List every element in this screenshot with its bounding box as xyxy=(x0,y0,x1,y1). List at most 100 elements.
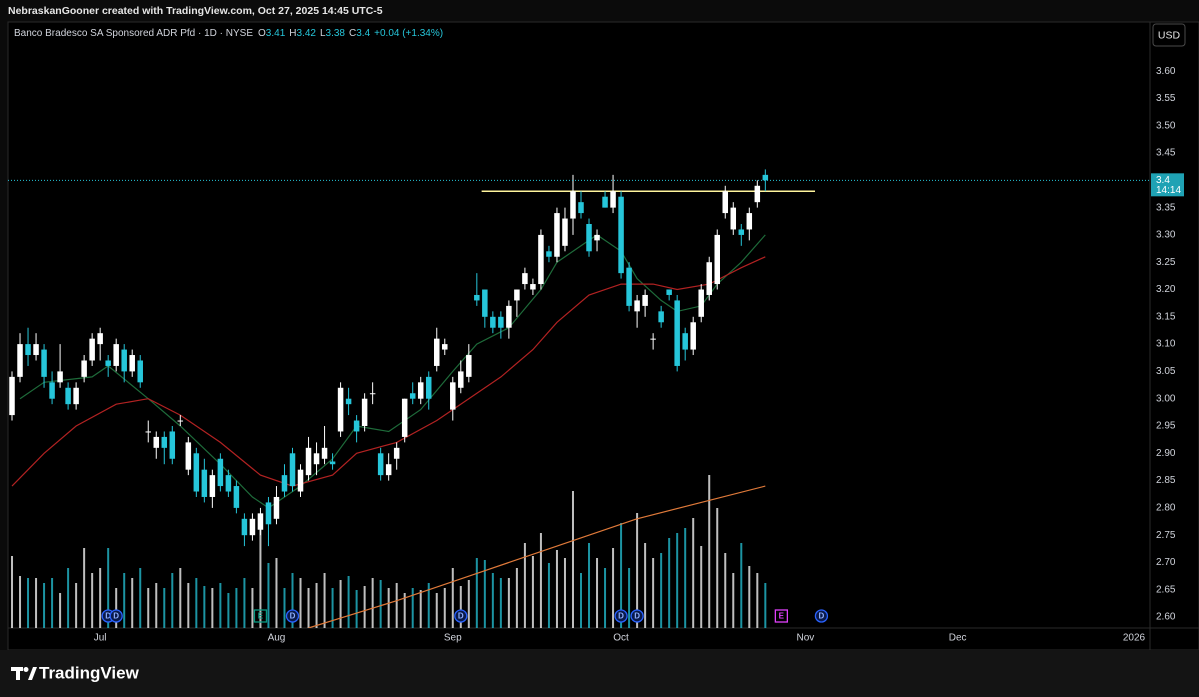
volume-bar xyxy=(259,528,262,628)
volume-bar xyxy=(379,580,382,628)
change: +0.04 (+1.34%) xyxy=(374,28,443,39)
candle-body xyxy=(506,305,512,328)
volume-bar xyxy=(387,588,390,628)
volume-bar xyxy=(91,573,94,628)
y-tick-label: 2.70 xyxy=(1156,557,1176,568)
y-tick-label: 3.05 xyxy=(1156,366,1176,377)
y-tick-label: 3.20 xyxy=(1156,284,1176,295)
volume-bar xyxy=(620,523,623,628)
candle-body xyxy=(353,420,360,432)
volume-bar xyxy=(163,588,166,628)
ohlc-letter: O xyxy=(258,28,266,39)
candle-body xyxy=(217,458,224,487)
moving-average xyxy=(308,485,766,628)
candle-body xyxy=(225,475,232,492)
y-tick-label: 2.90 xyxy=(1156,448,1176,459)
volume-bar xyxy=(684,528,687,628)
candle-body xyxy=(249,518,256,536)
candle-body xyxy=(682,333,688,350)
volume-bar xyxy=(588,543,591,628)
volume-bar xyxy=(700,546,703,628)
event-label: D xyxy=(458,612,464,621)
volume-bar xyxy=(483,560,486,628)
candle-body xyxy=(650,338,656,340)
candle-body xyxy=(482,289,488,317)
volume-bar xyxy=(740,543,743,628)
symbol-title: Banco Bradesco SA Sponsored ADR Pfd · 1D… xyxy=(14,28,253,39)
volume-bar xyxy=(563,558,566,628)
x-tick-label: Nov xyxy=(796,633,814,644)
event-label: E xyxy=(779,612,785,621)
candle-body xyxy=(49,382,55,399)
ohlc-value: 3.41 xyxy=(266,28,286,39)
candle-body xyxy=(25,344,31,356)
moving-average xyxy=(19,234,766,509)
volume-bar xyxy=(596,558,599,628)
y-tick-label: 3.10 xyxy=(1156,339,1176,350)
event-label: E xyxy=(258,612,264,621)
event-label: D xyxy=(618,612,624,621)
y-tick-label: 2.65 xyxy=(1156,584,1176,595)
candle-body xyxy=(9,376,15,416)
volume-bar xyxy=(19,576,22,628)
event-label: D xyxy=(290,612,296,621)
candle-body xyxy=(113,344,119,366)
ohlc-letter: L xyxy=(320,28,326,39)
volume-bar xyxy=(307,588,310,628)
volume-bar xyxy=(83,548,86,628)
candle-body xyxy=(153,436,160,448)
candle-body xyxy=(626,267,632,306)
event-label: D xyxy=(105,612,111,621)
volume-bar xyxy=(443,588,446,628)
y-tick-label: 2.80 xyxy=(1156,503,1176,514)
volume-bar xyxy=(275,558,278,628)
credit: NebraskanGooner created with TradingView… xyxy=(8,5,383,17)
legend: Banco Bradesco SA Sponsored ADR Pfd · 1D… xyxy=(14,28,443,39)
currency[interactable]: USD xyxy=(1158,29,1181,41)
volume-bar xyxy=(67,568,70,628)
volume-bar xyxy=(123,573,126,628)
event-label: D xyxy=(819,612,825,621)
candle-body xyxy=(578,202,584,214)
candle-body xyxy=(738,229,745,235)
currency-button[interactable] xyxy=(1152,23,1186,47)
ohlc-value: 3.38 xyxy=(326,28,346,39)
volume-bar xyxy=(227,593,230,628)
chart-pane xyxy=(7,21,1199,651)
volume-bar xyxy=(732,573,735,628)
volume-bar xyxy=(155,583,158,628)
x-tick-label: Sep xyxy=(444,633,462,644)
candle-body xyxy=(762,174,769,181)
volume-bar xyxy=(571,491,574,628)
candle-body xyxy=(361,398,368,426)
candle-body xyxy=(634,300,640,312)
y-tick-label: 3.30 xyxy=(1156,230,1176,241)
x-tick-label: Dec xyxy=(949,633,967,644)
candle-body xyxy=(570,191,576,219)
volume-bar xyxy=(507,578,510,628)
y-tick-label: 3.45 xyxy=(1156,148,1176,159)
volume-bar xyxy=(491,573,494,628)
volume-bar xyxy=(315,583,318,628)
candle-body xyxy=(161,436,168,448)
volume-bar xyxy=(411,588,414,628)
candle-body xyxy=(313,453,320,465)
candle-body xyxy=(458,371,464,388)
volume-bar xyxy=(187,583,190,628)
volume-bar xyxy=(139,568,142,628)
volume-bar xyxy=(636,513,639,628)
moving-average xyxy=(11,256,766,487)
volume-bar xyxy=(11,556,14,628)
y-tick-label: 2.85 xyxy=(1156,475,1176,486)
x-tick-label: Aug xyxy=(268,633,286,644)
volume-bar xyxy=(531,556,534,628)
candle-body xyxy=(602,196,608,208)
candle-body xyxy=(129,355,135,372)
volume-bar xyxy=(371,578,374,628)
volume-bar xyxy=(435,593,438,628)
volume-bar xyxy=(267,563,270,628)
candle-body xyxy=(281,475,288,492)
candle-body xyxy=(450,382,456,410)
volume-bar xyxy=(724,553,727,628)
candle-body xyxy=(658,311,664,323)
